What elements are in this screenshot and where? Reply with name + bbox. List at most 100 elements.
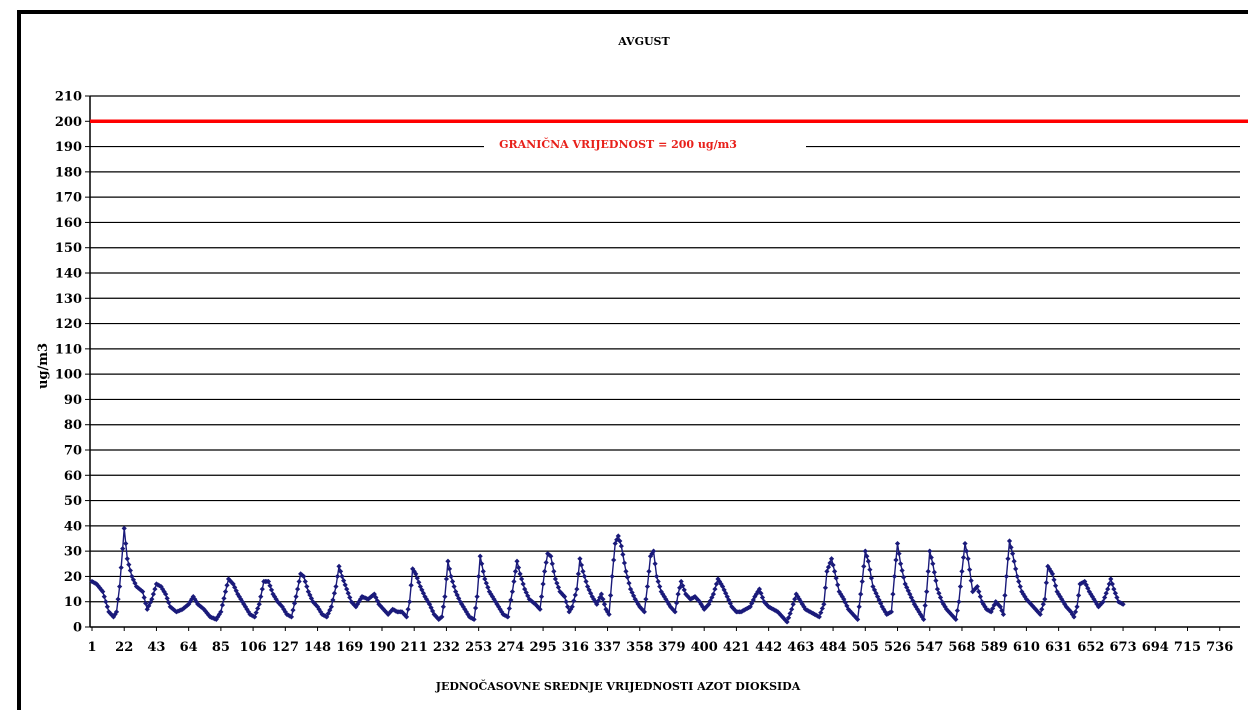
data-point — [675, 591, 681, 597]
x-tick-label: 22 — [115, 640, 133, 655]
data-point — [581, 573, 588, 580]
x-tick-label: 526 — [884, 640, 911, 655]
data-point — [967, 567, 973, 573]
x-tick-label: 568 — [948, 640, 975, 655]
data-point — [785, 615, 792, 621]
data-point — [552, 576, 558, 582]
data-point — [443, 576, 450, 582]
data-point — [916, 609, 922, 615]
data-point — [224, 582, 230, 588]
data-point — [701, 606, 707, 612]
data-point — [612, 540, 618, 547]
data-point — [655, 578, 661, 585]
data-point — [337, 568, 344, 574]
data-point — [407, 599, 413, 605]
data-point — [414, 575, 420, 581]
data-point — [954, 607, 960, 614]
data-point — [712, 586, 718, 592]
data-point — [273, 596, 279, 602]
data-point — [928, 554, 934, 561]
data-point — [979, 599, 985, 605]
x-tick-label: 43 — [147, 640, 165, 655]
data-point — [440, 604, 446, 610]
data-point — [851, 613, 858, 619]
data-point — [862, 548, 868, 554]
data-point — [977, 594, 983, 600]
data-point — [334, 573, 341, 580]
data-point — [565, 604, 571, 610]
data-point — [790, 601, 796, 607]
data-point — [606, 611, 612, 617]
data-point — [499, 609, 505, 615]
data-point — [399, 609, 405, 615]
data-point — [95, 583, 101, 589]
data-point — [1014, 573, 1020, 580]
data-point — [965, 556, 971, 562]
data-point — [268, 587, 275, 593]
data-point — [782, 617, 789, 623]
y-tick-label: 60 — [64, 469, 82, 484]
data-point — [313, 602, 319, 608]
data-point — [835, 582, 841, 588]
data-point — [403, 614, 410, 620]
data-point — [680, 583, 686, 589]
x-tick-label: 715 — [1174, 640, 1201, 655]
data-point — [996, 602, 1002, 608]
data-point — [861, 563, 867, 569]
data-point — [580, 568, 586, 574]
y-tick-label: 210 — [55, 90, 82, 105]
data-point — [1111, 586, 1117, 592]
chart-title: AVGUST — [617, 35, 670, 48]
data-point — [135, 585, 141, 591]
data-point — [603, 606, 609, 612]
data-point — [1049, 571, 1056, 577]
data-point — [256, 601, 262, 607]
data-point — [253, 610, 259, 616]
data-point — [836, 589, 842, 595]
x-tick-label: 274 — [497, 640, 524, 655]
data-point — [425, 599, 431, 605]
y-tick-label: 90 — [64, 393, 82, 408]
data-point — [133, 583, 140, 590]
data-point — [308, 595, 315, 601]
data-point — [245, 609, 252, 615]
data-point — [149, 596, 155, 602]
data-point — [917, 611, 924, 617]
data-point — [635, 601, 641, 607]
limit-label: GRANIČNA VRIJEDNOST = 200 ug/m3 — [499, 137, 737, 151]
data-point — [104, 604, 110, 610]
data-point — [433, 613, 439, 619]
data-point — [1095, 604, 1102, 610]
data-point — [660, 591, 666, 597]
data-point — [229, 579, 235, 585]
data-point — [761, 599, 767, 605]
data-point — [206, 612, 212, 618]
data-point — [347, 594, 353, 601]
data-point — [482, 576, 488, 582]
data-point — [557, 589, 563, 595]
data-point — [460, 604, 466, 610]
data-point — [838, 591, 844, 597]
y-tick-label: 30 — [64, 545, 82, 560]
data-point — [299, 572, 305, 578]
data-point — [543, 559, 549, 566]
data-point — [921, 616, 927, 623]
data-point — [611, 557, 617, 563]
data-point — [379, 605, 385, 611]
data-point — [801, 604, 807, 610]
data-point — [555, 584, 562, 590]
data-point — [1072, 609, 1079, 615]
data-point — [624, 574, 631, 580]
data-point — [865, 558, 871, 564]
data-point — [548, 553, 554, 559]
data-point — [377, 603, 384, 609]
data-point — [121, 525, 127, 531]
data-point — [894, 540, 901, 547]
data-point — [891, 573, 898, 580]
data-point — [204, 610, 210, 616]
x-tick-label: 505 — [852, 640, 879, 655]
data-point — [293, 594, 299, 600]
y-tick-label: 140 — [55, 267, 82, 282]
data-point — [540, 581, 546, 587]
data-point — [419, 587, 425, 593]
